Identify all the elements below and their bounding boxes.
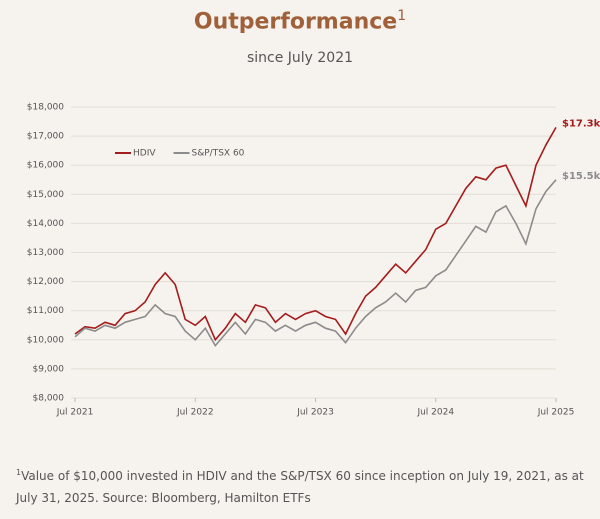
legend-label: S&P/TSX 60: [192, 149, 245, 159]
series-line: [74, 179, 557, 347]
series-line: [74, 127, 557, 342]
y-tick-label: $15,000: [27, 190, 64, 200]
subtitle: since July 2021: [246, 50, 354, 66]
chart-title: Outperformance: [193, 9, 398, 35]
y-tick-label: $10,000: [27, 335, 64, 345]
y-tick-label: $8,000: [33, 394, 65, 404]
title-block: Outperformance1: [0, 8, 600, 34]
end-label: $15.5k: [562, 171, 600, 182]
y-tick-label: $9,000: [33, 364, 65, 374]
y-tick-label: $17,000: [27, 132, 64, 142]
y-tick-label: $14,000: [27, 219, 64, 229]
x-tick-label: Jul 2022: [176, 408, 214, 418]
footnote-block: 1Value of $10,000 invested in HDIV and t…: [16, 462, 586, 509]
y-tick-label: $12,000: [27, 277, 64, 287]
title-note: 1: [397, 8, 407, 24]
footnote: Value of $10,000 invested in HDIV and th…: [16, 469, 584, 505]
x-tick-label: Jul 2024: [416, 408, 454, 418]
y-tick-label: $16,000: [27, 161, 64, 171]
end-label: $17.3k: [562, 118, 600, 129]
x-tick-label: Jul 2023: [296, 408, 334, 418]
legend-label: HDIV: [133, 149, 156, 159]
x-tick-label: Jul 2021: [56, 408, 94, 418]
x-tick-label: Jul 2025: [537, 408, 575, 418]
footnote-marker: 1: [16, 468, 22, 477]
y-tick-label: $11,000: [27, 306, 64, 316]
y-tick-label: $18,000: [27, 103, 64, 113]
chart: $8,000 $9,000 $10,000 $11,000 $12,000 $13,000…: [27, 103, 600, 418]
y-tick-label: $13,000: [27, 248, 64, 258]
